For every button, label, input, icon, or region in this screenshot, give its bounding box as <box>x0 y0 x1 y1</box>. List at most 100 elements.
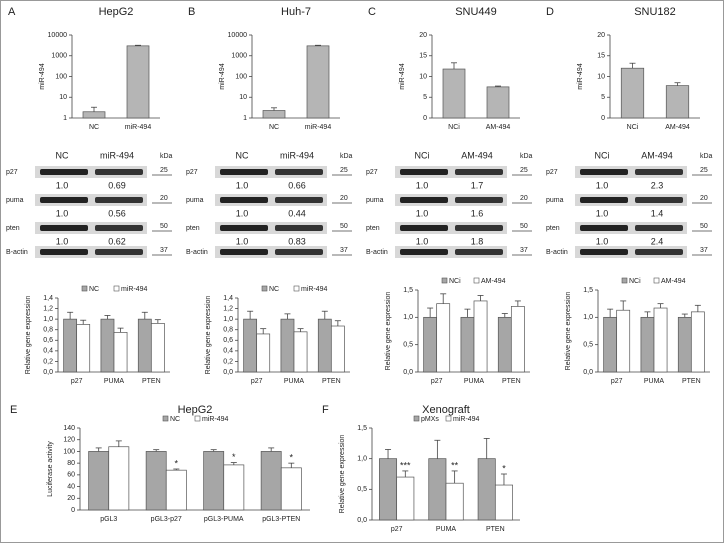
panel-letter: F <box>322 404 329 416</box>
blot-label: p27 <box>366 169 378 176</box>
y-axis-title: miR-494 <box>577 63 584 90</box>
blot-kda: 20 <box>160 195 168 202</box>
y-tick-label: 0,0 <box>583 369 593 376</box>
blot-label: B-actin <box>546 249 568 256</box>
y-tick-label: 15 <box>597 53 605 60</box>
y-tick-label: 5 <box>423 94 427 101</box>
legend-label: miR-494 <box>121 286 148 293</box>
blot-kda: 25 <box>700 167 708 174</box>
y-tick-label: 0 <box>601 115 605 122</box>
x-tick-label: AM-494 <box>665 124 690 131</box>
panel-letter: B <box>188 6 195 18</box>
y-tick-label: 0,8 <box>223 327 233 334</box>
blot-ratio: 0.44 <box>288 208 306 218</box>
y-tick-label: 0,6 <box>223 337 233 344</box>
x-tick-label: NC <box>269 124 279 131</box>
blot-ratio: 0.62 <box>108 236 126 246</box>
bar <box>665 85 690 119</box>
x-tick-label: p27 <box>391 526 403 533</box>
blot-kda: 20 <box>340 195 348 202</box>
y-tick-label: 1 <box>243 115 247 122</box>
x-tick-label: p27 <box>71 378 83 385</box>
significance: ** <box>451 460 459 470</box>
y-tick-label: 140 <box>63 425 75 432</box>
bar <box>477 458 496 521</box>
bar <box>76 324 91 373</box>
blot-ratio: 0.69 <box>108 180 126 190</box>
blot-kda: 25 <box>160 167 168 174</box>
blot-ratio: 1.4 <box>651 208 664 218</box>
blot-kda: 20 <box>520 195 528 202</box>
blot-band <box>635 197 683 203</box>
blot-kda: 37 <box>340 247 348 254</box>
blot-header: AM-494 <box>461 150 493 160</box>
blot-band <box>455 225 503 231</box>
blot-ratio: 1.0 <box>416 180 429 190</box>
bar <box>442 68 466 119</box>
panel-letter: D <box>546 6 554 18</box>
x-tick-label: PTEN <box>502 378 521 385</box>
blot-ratio: 0.56 <box>108 208 126 218</box>
bar <box>293 331 308 373</box>
blot-label: puma <box>366 197 384 204</box>
y-axis-title: Luciferase activity <box>47 441 54 497</box>
y-tick-label: 1,0 <box>583 314 593 321</box>
bar <box>82 111 106 119</box>
blot-band <box>400 197 448 203</box>
y-axis-title: Relative gene expression <box>25 296 32 375</box>
blot-band <box>220 197 268 203</box>
bar <box>280 467 302 511</box>
blot-kda: 50 <box>520 223 528 230</box>
bar <box>497 316 512 373</box>
blot-ratio: 0.66 <box>288 180 306 190</box>
chart-title: Xenograft <box>422 404 470 416</box>
blot-kda: 25 <box>340 167 348 174</box>
bar <box>260 451 282 511</box>
legend-swatch <box>441 277 448 284</box>
y-tick-label: 1,0 <box>43 316 53 323</box>
blot-ratio: 1.0 <box>596 180 609 190</box>
blot-ratio: 1.0 <box>56 180 69 190</box>
blot-band <box>95 197 143 203</box>
y-tick-label: 1,5 <box>403 287 413 294</box>
y-tick-label: 0,8 <box>43 327 53 334</box>
blot-band <box>635 169 683 175</box>
legend-swatch <box>194 415 201 422</box>
panel-letter: A <box>8 6 16 18</box>
blot-ratio: 2.3 <box>651 180 664 190</box>
bar <box>63 318 78 373</box>
y-tick-label: 1 <box>63 115 67 122</box>
blot-band <box>580 225 628 231</box>
blot-label: B-actin <box>186 249 208 256</box>
bar <box>223 464 245 511</box>
chart-title: HepG2 <box>178 404 213 416</box>
legend-swatch <box>653 277 660 284</box>
blot-ratio: 2.4 <box>651 236 664 246</box>
blot-label: B-actin <box>366 249 388 256</box>
bar <box>203 451 225 511</box>
blot-ratio: 1.6 <box>471 208 484 218</box>
y-tick-label: 20 <box>597 32 605 39</box>
blot-band <box>220 225 268 231</box>
x-tick-label: NCi <box>448 124 460 131</box>
blot-band <box>635 249 683 255</box>
panel-letter: E <box>10 404 17 416</box>
x-tick-label: miR-494 <box>125 124 152 131</box>
y-tick-label: 1,4 <box>43 295 53 302</box>
y-tick-label: 10 <box>59 94 67 101</box>
panel-letter: C <box>368 6 376 18</box>
blot-kda: 50 <box>160 223 168 230</box>
x-tick-label: PUMA <box>284 378 305 385</box>
x-tick-label: PTEN <box>322 378 341 385</box>
blot-unit: kDa <box>160 153 173 160</box>
legend-swatch <box>162 415 169 422</box>
y-tick-label: 0,0 <box>223 369 233 376</box>
bar <box>100 318 115 373</box>
blot-header: miR-494 <box>280 150 314 160</box>
blot-header: miR-494 <box>100 150 134 160</box>
bar <box>256 333 271 373</box>
legend-label: NC <box>170 416 180 423</box>
x-tick-label: PUMA <box>436 526 457 533</box>
y-tick-label: 1,0 <box>403 314 413 321</box>
x-tick-label: NC <box>89 124 99 131</box>
